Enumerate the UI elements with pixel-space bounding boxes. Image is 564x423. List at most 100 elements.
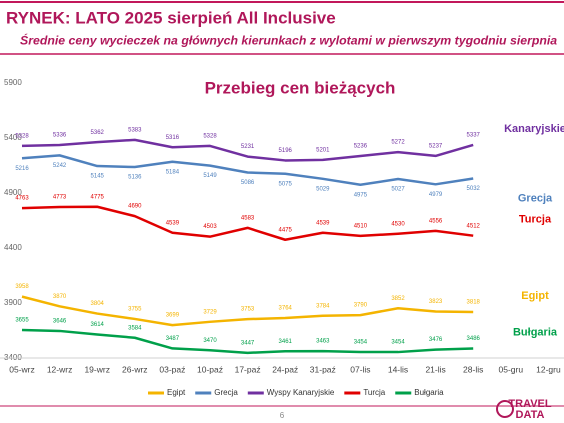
chart-title: Przebieg cen bieżących [205, 78, 396, 97]
value-label: 3463 [316, 339, 330, 345]
legend-label: Grecja [214, 388, 238, 397]
value-label: 3870 [53, 294, 67, 300]
value-label: 5029 [316, 186, 330, 192]
value-label: 5231 [241, 144, 255, 150]
value-label: 5362 [91, 130, 105, 136]
value-label: 5086 [241, 180, 255, 186]
value-label: 5184 [166, 169, 180, 175]
value-label: 3755 [128, 307, 142, 313]
value-label: 4510 [354, 223, 368, 229]
value-label: 5027 [391, 187, 405, 193]
y-tick-label: 4900 [4, 188, 22, 197]
value-label: 5316 [166, 135, 180, 141]
slide-subtitle: Średnie ceny wycieczek na głównych kieru… [20, 32, 557, 47]
value-label: 4763 [15, 196, 29, 202]
y-tick-label: 4400 [4, 243, 22, 252]
x-tick-label: 19-wrz [84, 364, 110, 374]
value-label: 5075 [279, 181, 293, 187]
end-label: Kanaryjskie [504, 123, 564, 135]
value-label: 4979 [429, 192, 443, 198]
value-label: 5216 [15, 166, 29, 172]
value-label: 3614 [91, 322, 105, 328]
x-tick-label: 21-lis [425, 364, 445, 374]
x-tick-label: 31-paź [310, 364, 336, 374]
end-label: Grecja [518, 192, 553, 204]
value-label: 3852 [391, 296, 405, 302]
y-tick-label: 5900 [4, 78, 22, 87]
x-tick-label: 14-lis [388, 364, 408, 374]
value-label: 3823 [429, 299, 443, 305]
y-tick-label: 3900 [4, 298, 22, 307]
value-label: 3461 [279, 339, 293, 345]
series-line [21, 295, 474, 327]
value-label: 3729 [203, 309, 217, 315]
value-label: 5328 [203, 133, 217, 139]
series-line [21, 205, 474, 241]
value-label: 3470 [203, 338, 217, 344]
value-label: 3447 [241, 340, 255, 346]
value-label: 5236 [354, 144, 368, 150]
value-label: 4556 [429, 218, 443, 224]
value-label: 3784 [316, 303, 330, 309]
value-label: 5149 [203, 173, 217, 179]
value-label: 4775 [91, 194, 105, 200]
x-tick-label: 26-wrz [122, 364, 148, 374]
page-number: 6 [280, 411, 285, 420]
x-tick-label: 28-lis [463, 364, 483, 374]
end-label: Egipt [521, 290, 549, 302]
x-tick-label: 12-wrz [47, 364, 73, 374]
x-tick-label: 05-gru [499, 364, 524, 374]
value-label: 5383 [128, 127, 142, 133]
value-label: 3753 [241, 307, 255, 313]
x-tick-label: 12-gru [536, 364, 561, 374]
value-label: 3454 [354, 340, 368, 346]
series-line [21, 138, 474, 162]
value-label: 3958 [15, 284, 29, 290]
value-label: 4773 [53, 195, 67, 201]
end-label: Bułgaria [513, 326, 558, 338]
value-label: 3655 [15, 318, 29, 324]
end-label: Turcja [519, 214, 552, 226]
x-tick-label: 05-wrz [9, 364, 35, 374]
value-label: 4583 [241, 215, 255, 221]
value-label: 3476 [429, 337, 443, 343]
value-label: 5337 [467, 133, 481, 139]
value-label: 5196 [279, 148, 293, 154]
x-tick-label: 24-paź [272, 364, 298, 374]
value-label: 4475 [279, 227, 293, 233]
legend-label: Wyspy Kanaryjskie [267, 388, 335, 397]
value-label: 4539 [166, 220, 180, 226]
value-label: 5336 [53, 133, 67, 139]
value-label: 3790 [354, 303, 368, 309]
x-tick-label: 10-paź [197, 364, 223, 374]
logo-top: TRAVEL [508, 398, 551, 410]
value-label: 3764 [279, 306, 293, 312]
legend-label: Bułgaria [414, 388, 444, 397]
logo-bottom: DATA [516, 409, 545, 421]
value-label: 5272 [391, 140, 405, 146]
value-label: 5145 [91, 174, 105, 180]
value-label: 4975 [354, 192, 368, 198]
value-label: 3818 [467, 300, 481, 306]
value-label: 5237 [429, 144, 443, 150]
value-label: 3454 [391, 340, 405, 346]
value-label: 4512 [467, 223, 481, 229]
value-label: 4539 [316, 220, 330, 226]
legend-label: Turcja [363, 388, 385, 397]
value-label: 5032 [467, 186, 481, 192]
x-tick-label: 17-paź [235, 364, 261, 374]
value-label: 3646 [53, 319, 67, 325]
legend-label: Egipt [167, 388, 186, 397]
series-line [21, 154, 474, 186]
x-tick-label: 03-paź [159, 364, 185, 374]
value-label: 5136 [128, 175, 142, 181]
value-label: 5242 [53, 163, 67, 169]
value-label: 3486 [467, 336, 481, 342]
series-line [21, 328, 474, 355]
value-label: 5328 [15, 133, 29, 139]
x-tick-label: 07-lis [350, 364, 370, 374]
slide-title: RYNEK: LATO 2025 sierpień All Inclusive [6, 8, 336, 27]
